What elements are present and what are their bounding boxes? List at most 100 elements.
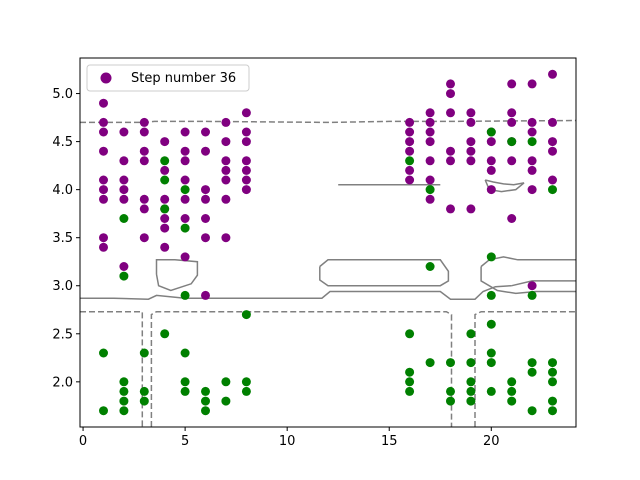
data-point-s0-44 xyxy=(221,137,231,147)
data-point-s0-62 xyxy=(405,175,415,185)
data-point-s0-21 xyxy=(139,233,149,243)
data-point-s0-95 xyxy=(527,127,537,137)
data-point-s0-68 xyxy=(425,175,435,185)
data-point-s1-34 xyxy=(425,185,435,195)
data-point-s0-31 xyxy=(180,156,190,166)
data-point-s0-93 xyxy=(527,79,537,89)
x-tick-label: 15 xyxy=(381,434,398,449)
data-point-s0-102 xyxy=(548,137,557,147)
x-tick-label: 20 xyxy=(483,434,500,449)
contour-line-11 xyxy=(474,310,576,427)
data-point-s1-50 xyxy=(486,358,496,368)
data-point-s0-45 xyxy=(221,156,231,166)
data-point-s0-41 xyxy=(201,233,210,243)
legend: Step number 36 xyxy=(86,64,250,92)
contour-line-10 xyxy=(150,310,453,427)
data-point-s1-53 xyxy=(507,377,517,387)
x-tick-label: 10 xyxy=(279,434,296,449)
data-point-s0-4 xyxy=(99,175,108,185)
data-point-s0-81 xyxy=(466,204,476,214)
data-point-s0-61 xyxy=(405,165,415,175)
data-point-s0-56 xyxy=(241,185,251,195)
data-point-s0-66 xyxy=(425,137,435,147)
data-point-s0-49 xyxy=(221,233,231,243)
data-point-s1-20 xyxy=(180,386,190,396)
data-point-s1-10 xyxy=(139,396,149,406)
data-point-s0-11 xyxy=(119,175,129,185)
data-point-s1-13 xyxy=(160,204,170,214)
legend-box xyxy=(86,64,250,92)
data-point-s1-45 xyxy=(486,127,496,137)
data-point-s0-32 xyxy=(180,175,190,185)
data-point-s0-1 xyxy=(99,117,108,127)
data-point-s0-76 xyxy=(466,108,476,118)
data-point-s1-4 xyxy=(119,377,129,387)
data-point-s0-85 xyxy=(486,165,496,175)
data-point-s0-47 xyxy=(221,175,231,185)
data-point-s0-22 xyxy=(160,137,170,147)
data-point-s1-40 xyxy=(466,329,476,339)
x-tick-label: 0 xyxy=(79,434,87,449)
data-point-s1-9 xyxy=(139,386,149,396)
data-point-s0-99 xyxy=(527,281,537,291)
data-point-s0-58 xyxy=(405,127,415,137)
data-point-s1-28 xyxy=(241,386,251,396)
data-point-s0-55 xyxy=(241,175,251,185)
data-point-s0-79 xyxy=(466,146,476,156)
data-point-s0-83 xyxy=(486,137,496,147)
data-point-s1-23 xyxy=(201,406,210,416)
data-point-s0-29 xyxy=(180,127,190,137)
data-point-s0-98 xyxy=(527,185,537,195)
data-point-s1-2 xyxy=(119,214,129,223)
data-point-s1-38 xyxy=(446,386,455,396)
data-point-s0-87 xyxy=(507,79,517,89)
data-point-s0-16 xyxy=(139,127,149,137)
data-point-s0-100 xyxy=(548,69,557,79)
plot-frame xyxy=(79,57,577,428)
contour-line-3 xyxy=(155,259,199,292)
data-point-s0-9 xyxy=(119,127,129,137)
data-point-s1-48 xyxy=(486,319,496,329)
data-point-s1-3 xyxy=(119,271,129,281)
data-point-s0-34 xyxy=(180,214,190,223)
data-point-s0-36 xyxy=(201,127,210,137)
data-point-s0-6 xyxy=(99,194,108,204)
y-tick-label: 2.0 xyxy=(52,375,73,390)
data-point-s1-17 xyxy=(180,290,190,300)
data-point-s1-43 xyxy=(466,386,476,396)
data-point-s1-7 xyxy=(119,406,129,416)
data-point-s0-17 xyxy=(139,146,149,156)
x-axis-ticks: 0 5 10 15 20 xyxy=(79,427,500,449)
data-point-s0-18 xyxy=(139,156,149,166)
data-point-s1-14 xyxy=(160,329,170,339)
data-point-s1-62 xyxy=(548,358,557,368)
data-point-s0-13 xyxy=(119,194,129,204)
data-point-s0-104 xyxy=(548,175,557,185)
data-point-s0-19 xyxy=(139,194,149,204)
data-point-s0-97 xyxy=(527,165,537,175)
data-point-s0-94 xyxy=(527,117,537,127)
data-point-s0-70 xyxy=(446,79,455,89)
data-point-s0-53 xyxy=(241,156,251,166)
data-point-s0-67 xyxy=(425,156,435,166)
data-point-s0-65 xyxy=(425,127,435,137)
data-point-s0-42 xyxy=(201,290,210,300)
data-point-s0-86 xyxy=(486,185,496,195)
data-point-s0-96 xyxy=(527,156,537,166)
y-tick-label: 3.5 xyxy=(52,231,73,246)
data-point-s1-42 xyxy=(466,377,476,387)
data-point-s1-22 xyxy=(201,396,210,406)
data-point-s1-31 xyxy=(405,367,415,377)
data-point-s1-25 xyxy=(221,396,231,406)
data-point-s1-27 xyxy=(241,377,251,387)
data-point-s1-61 xyxy=(548,185,557,195)
data-point-s1-56 xyxy=(527,137,537,147)
data-point-s0-71 xyxy=(446,89,455,99)
data-point-s1-51 xyxy=(486,386,496,396)
data-point-s0-40 xyxy=(201,214,210,223)
data-point-s1-63 xyxy=(548,367,557,377)
contour-line-7 xyxy=(511,280,576,287)
data-point-s1-36 xyxy=(425,358,435,368)
data-point-s1-44 xyxy=(466,396,476,406)
data-point-s1-57 xyxy=(527,290,537,300)
